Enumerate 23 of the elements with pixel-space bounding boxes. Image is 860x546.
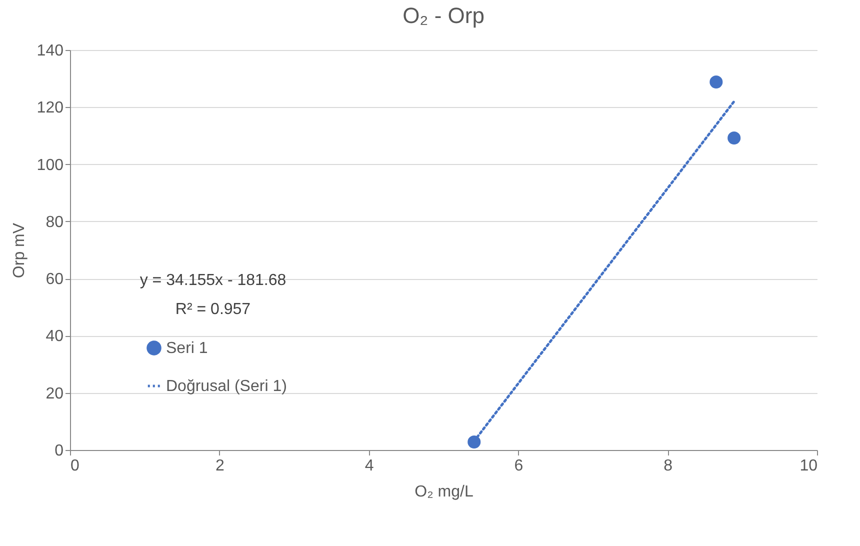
x-tick-label: 4 [364,458,374,474]
y-tick-label: 100 [36,156,64,174]
y-tick-label: 60 [46,271,64,288]
y-tick-label: 140 [36,42,64,60]
y-tick-label: 80 [46,214,64,231]
annotation: R² = 0.957 [175,301,251,318]
chart-title: O₂ - Orp [402,3,484,28]
x-tick-label: 2 [215,458,224,474]
x-tick-label: 0 [70,458,80,474]
x-tick-label: 6 [514,458,524,474]
legend-label: Seri 1 [166,340,208,357]
x-tick-label: 8 [664,458,673,474]
legend-label: Doğrusal (Seri 1) [166,378,287,395]
point [710,75,723,89]
y-axis-title: Orp mV [10,222,28,278]
x-tick-label: 10 [800,458,818,474]
y-tick-label: 40 [46,328,64,346]
y-tick-label: 20 [46,385,64,402]
y-tick-label: 0 [54,442,64,460]
annotation: y = 34.155x - 181.68 [140,272,286,289]
point [728,131,741,145]
y-tick-label: 120 [36,100,64,117]
x-axis-title: O₂ mg/L [414,484,474,500]
